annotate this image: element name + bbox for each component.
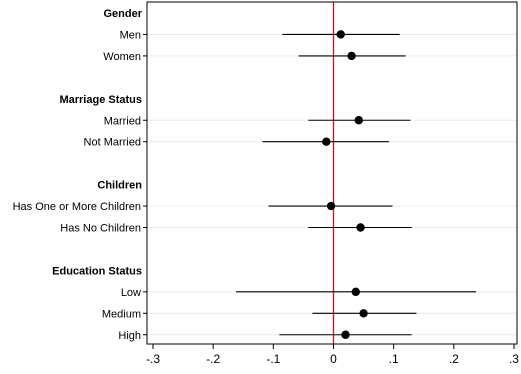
row-labels: Gender Men Women Marriage Status Married Not … [13, 8, 143, 342]
row-label: Married [104, 115, 141, 127]
point-estimate [354, 116, 363, 125]
point-estimates [322, 30, 368, 339]
x-tick-label: .1 [389, 352, 399, 366]
point-estimate [359, 309, 368, 318]
x-tick-label: .3 [509, 352, 519, 366]
x-tick-label: -.2 [206, 352, 220, 366]
group-label: Gender [103, 8, 142, 20]
x-axis: -.3 -.2 -.1 0 .1 .2 .3 [143, 33, 519, 366]
point-estimate [347, 51, 356, 61]
point-estimate [326, 201, 336, 211]
row-label: Has No Children [60, 223, 141, 235]
group-label: Education Status [52, 265, 142, 277]
row-label: Low [121, 287, 141, 299]
x-tick-label: -.1 [266, 352, 280, 366]
row-label: Has One or More Children [13, 201, 141, 213]
x-tick-label: -.3 [146, 352, 160, 366]
point-estimate [336, 30, 345, 39]
row-label: Women [103, 51, 141, 63]
row-label: High [118, 330, 141, 342]
row-label: Men [120, 29, 141, 41]
gridlines [147, 33, 517, 336]
point-estimate [356, 223, 365, 232]
plot-frame [146, 1, 518, 345]
row-label: Medium [102, 308, 141, 320]
point-estimate [341, 330, 350, 339]
group-label: Children [97, 180, 142, 192]
point-estimate [351, 287, 360, 297]
x-tick-label: .2 [449, 352, 459, 366]
point-estimate [322, 137, 331, 146]
x-tick-label: 0 [330, 352, 337, 366]
group-label: Marriage Status [59, 94, 142, 106]
row-label: Not Married [84, 137, 141, 149]
